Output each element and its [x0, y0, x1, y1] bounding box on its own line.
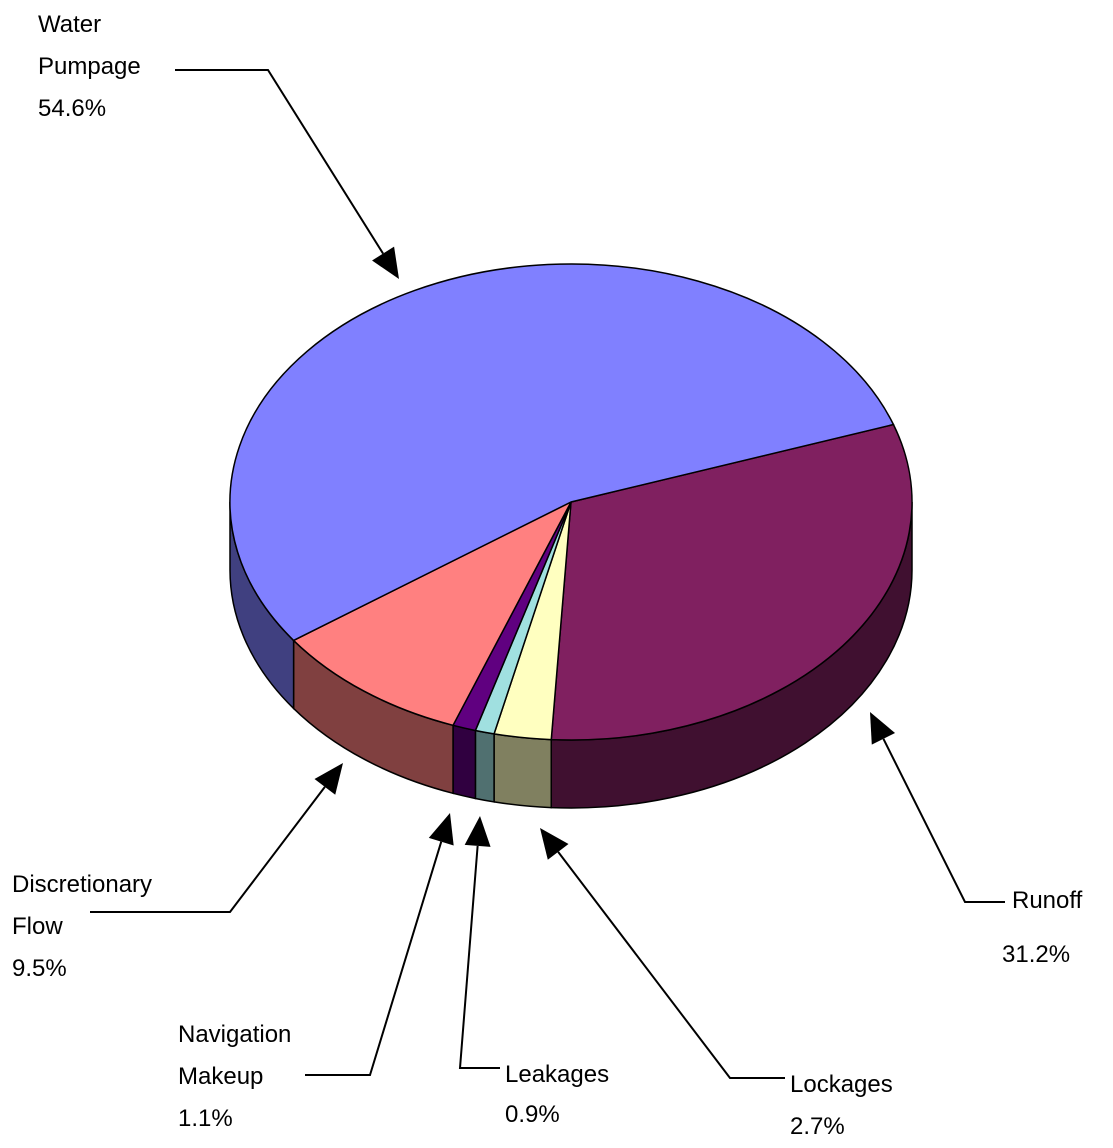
slice-label: Runoff: [1012, 887, 1083, 914]
leader-line: [458, 845, 500, 1069]
slice-label: 54.6%: [38, 95, 107, 122]
slice-label: Navigation Makeup: [178, 1021, 292, 1090]
slice: [292, 500, 573, 727]
leader-line: [557, 851, 785, 1079]
slice-label: Leakages: [505, 1061, 610, 1088]
slice-label: Discretionary Flow: [12, 871, 153, 940]
leader-line: [882, 738, 1005, 903]
slice-side: [493, 732, 553, 809]
leader-line: [175, 69, 384, 255]
slice-label: Lockages: [790, 1071, 893, 1098]
slice-label: 31.2%: [1002, 941, 1071, 968]
arrowhead: [428, 813, 454, 846]
slice: [229, 263, 895, 642]
slice-label: Water Pumpage: [38, 11, 141, 80]
arrowhead: [870, 712, 896, 745]
arrowhead: [372, 246, 399, 279]
arrowhead: [314, 763, 343, 795]
slice-label: 1.1%: [178, 1105, 233, 1132]
slice-label: 2.7%: [790, 1113, 845, 1140]
leader-line: [305, 841, 443, 1076]
slice-side: [452, 724, 477, 800]
slice-label: 9.5%: [12, 955, 67, 982]
arrowhead: [540, 828, 569, 860]
slice-side: [474, 729, 495, 803]
slice: [550, 423, 913, 741]
slice-label: 0.9%: [505, 1101, 560, 1128]
arrowhead: [464, 816, 491, 847]
leader-line: [90, 786, 326, 913]
